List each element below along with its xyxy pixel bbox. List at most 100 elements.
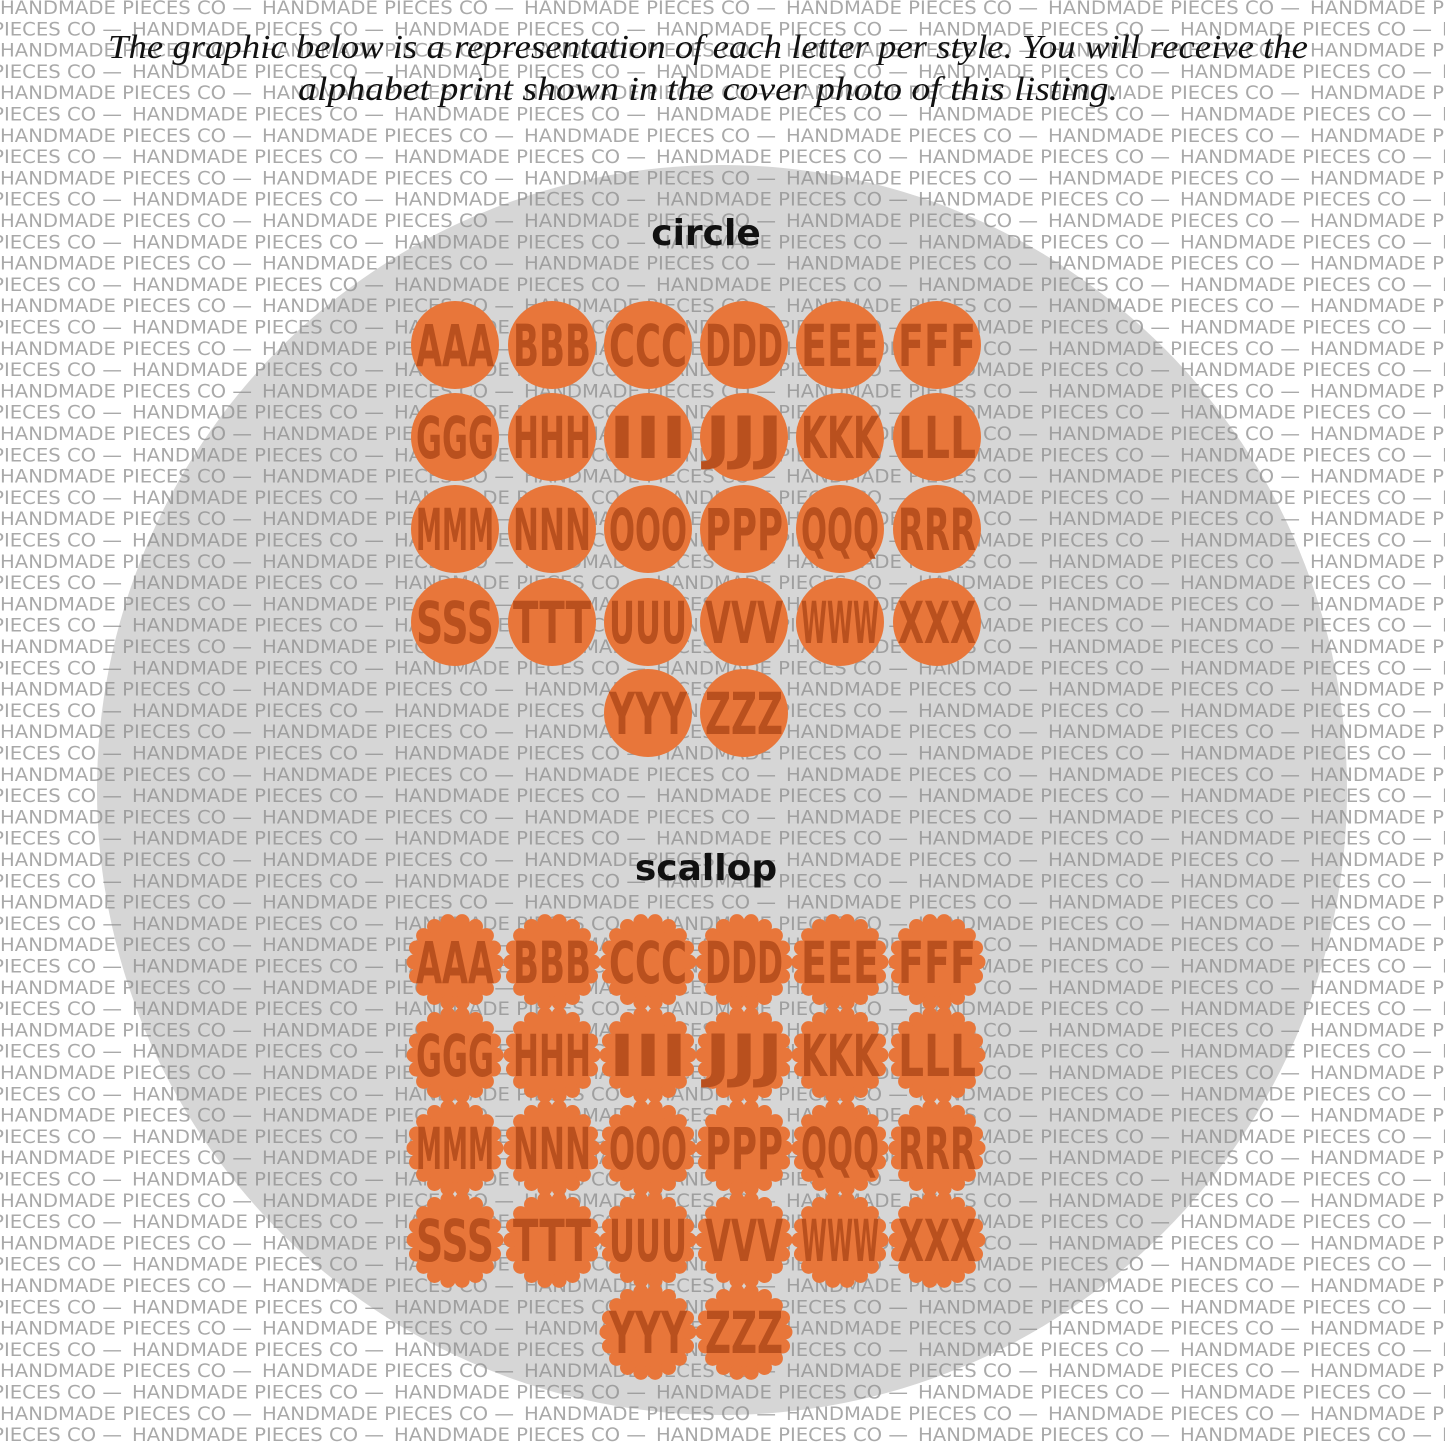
scallop-bump <box>609 1350 625 1366</box>
monogram-shape <box>511 1107 593 1189</box>
scallop-bump <box>812 990 827 1006</box>
scallop-bump <box>839 994 855 1010</box>
scallop-bump <box>705 1206 721 1222</box>
scallop-bump <box>743 1180 759 1196</box>
scallop-bump <box>454 1180 470 1196</box>
scallop-bump <box>505 1246 521 1262</box>
watermark-text: HANDMADE PIECES CO — <box>918 146 1170 168</box>
scallop-bump <box>601 1218 617 1234</box>
monogram: FFF <box>893 301 981 389</box>
monogram-letters: OOO <box>609 496 687 564</box>
scallop-bump <box>695 1324 711 1340</box>
watermark-text: HANDMADE PIECES CO — <box>1310 764 1445 786</box>
watermark-text: HANDMADE PIECES CO — <box>394 1339 646 1361</box>
watermark-text: HANDMADE PIECES CO — <box>1180 743 1432 765</box>
watermark-text: HANDMADE PIECES CO — <box>0 295 252 317</box>
scallop-bump <box>871 968 887 984</box>
scallop-bump <box>486 1246 502 1262</box>
scallop-bump <box>922 1007 938 1023</box>
scallop-bump <box>863 1166 879 1182</box>
monogram: GGG <box>406 1007 504 1103</box>
watermark-text: HANDMADE PIECES CO — <box>1180 956 1432 978</box>
monogram-shape <box>604 485 692 573</box>
monogram: BBB <box>508 301 596 389</box>
scallop-bump <box>777 954 793 970</box>
scallop-bump <box>716 1196 731 1212</box>
scallop-bump <box>960 1021 976 1037</box>
watermark-text: HANDMADE PIECES CO — <box>262 82 514 104</box>
watermark-text: HANDMADE PIECES CO — <box>0 423 252 445</box>
scallop-bump <box>757 918 772 934</box>
scallop-bump <box>565 1011 580 1027</box>
scallop-bump <box>888 1140 904 1156</box>
scallop-bump <box>757 1360 772 1376</box>
watermark-text: HANDMADE PIECES CO — <box>132 1339 384 1361</box>
monogram-shape <box>799 1107 881 1189</box>
monogram-letters: WWW <box>801 1207 879 1275</box>
watermark-text: HANDMADE PIECES CO — <box>0 721 252 743</box>
scallop-bump <box>585 1140 601 1156</box>
watermark-text: HANDMADE PIECES CO — <box>918 317 1170 339</box>
scallop-bump <box>681 954 697 970</box>
watermark-text: HANDMADE PIECES CO — <box>132 743 384 765</box>
monogram-letters: PPP <box>705 1115 783 1183</box>
monogram-shape <box>607 1199 689 1281</box>
scallop-bump <box>801 928 817 944</box>
scallop-bump <box>898 1206 914 1222</box>
monogram-letters: BBB <box>513 929 591 997</box>
scallop-bump <box>716 1176 731 1192</box>
watermark-text: HANDMADE PIECES CO — <box>656 657 908 679</box>
scallop-bump <box>486 1126 502 1142</box>
watermark-text: HANDMADE PIECES CO — <box>1048 295 1300 317</box>
scallop-bump <box>705 1021 721 1037</box>
watermark-text: HANDMADE PIECES CO — <box>524 806 776 828</box>
scallop-bump <box>427 1011 442 1027</box>
scallop-bump <box>873 1232 889 1248</box>
scallop-bump <box>697 1061 713 1077</box>
scallop-bump <box>537 1100 553 1116</box>
watermark-text: HANDMADE PIECES CO — <box>262 125 514 147</box>
watermark-text: HANDMADE PIECES CO — <box>1180 1382 1432 1404</box>
watermark-text: HANDMADE PIECES CO — <box>0 82 252 104</box>
scallop-bump <box>503 954 519 970</box>
monogram-letters: NNN <box>513 1115 591 1183</box>
scallop-bump <box>890 1126 906 1142</box>
scallop-bump <box>427 990 442 1006</box>
watermark-text: HANDMADE PIECES CO — <box>262 892 514 914</box>
scallop-bump <box>478 1073 494 1089</box>
watermark-text: HANDMADE PIECES CO — <box>132 402 384 424</box>
scallop-bump <box>440 1087 456 1103</box>
monogram: VVV <box>695 1192 793 1288</box>
scallop-bump <box>793 1126 809 1142</box>
watermark-text: HANDMADE PIECES CO — <box>1180 61 1432 83</box>
scallop-bump <box>468 990 483 1006</box>
monogram: VVV <box>700 578 788 666</box>
scallop-bump <box>440 1180 456 1196</box>
monogram-shape <box>414 921 496 1003</box>
scallop-bump <box>524 1176 539 1192</box>
scallop-bump <box>575 1258 591 1274</box>
monogram-letters: QQQ <box>801 1115 879 1183</box>
watermark-text: HANDMADE PIECES CO — <box>0 487 122 509</box>
monogram-shape <box>508 578 596 666</box>
scallop-bump <box>863 1206 879 1222</box>
watermark-text: HANDMADE PIECES CO — <box>656 870 908 892</box>
watermark-text: HANDMADE PIECES CO — <box>132 317 384 339</box>
scallop-bump <box>936 1192 952 1208</box>
scallop-bump <box>697 1310 713 1326</box>
watermark-text: HANDMADE PIECES CO — <box>0 1105 252 1127</box>
watermark-text: HANDMADE PIECES CO — <box>132 530 384 552</box>
scallop-bump <box>767 1298 783 1314</box>
watermark-text: HANDMADE PIECES CO — <box>786 82 1038 104</box>
watermark-text: HANDMADE PIECES CO — <box>1180 1211 1432 1233</box>
watermark-text: HANDMADE PIECES CO — <box>1442 1254 1445 1276</box>
watermark-text: HANDMADE PIECES CO — <box>918 487 1170 509</box>
watermark-text: HANDMADE PIECES CO — <box>1048 338 1300 360</box>
scallop-bump <box>936 1272 952 1288</box>
scallop-bump <box>825 1100 841 1116</box>
watermark-text: HANDMADE PIECES CO — <box>1442 1083 1445 1105</box>
scallop-bump <box>775 1338 791 1354</box>
monogram: YYY <box>599 1284 697 1380</box>
scallop-bump <box>524 918 539 934</box>
scallop-bump <box>775 1246 791 1262</box>
